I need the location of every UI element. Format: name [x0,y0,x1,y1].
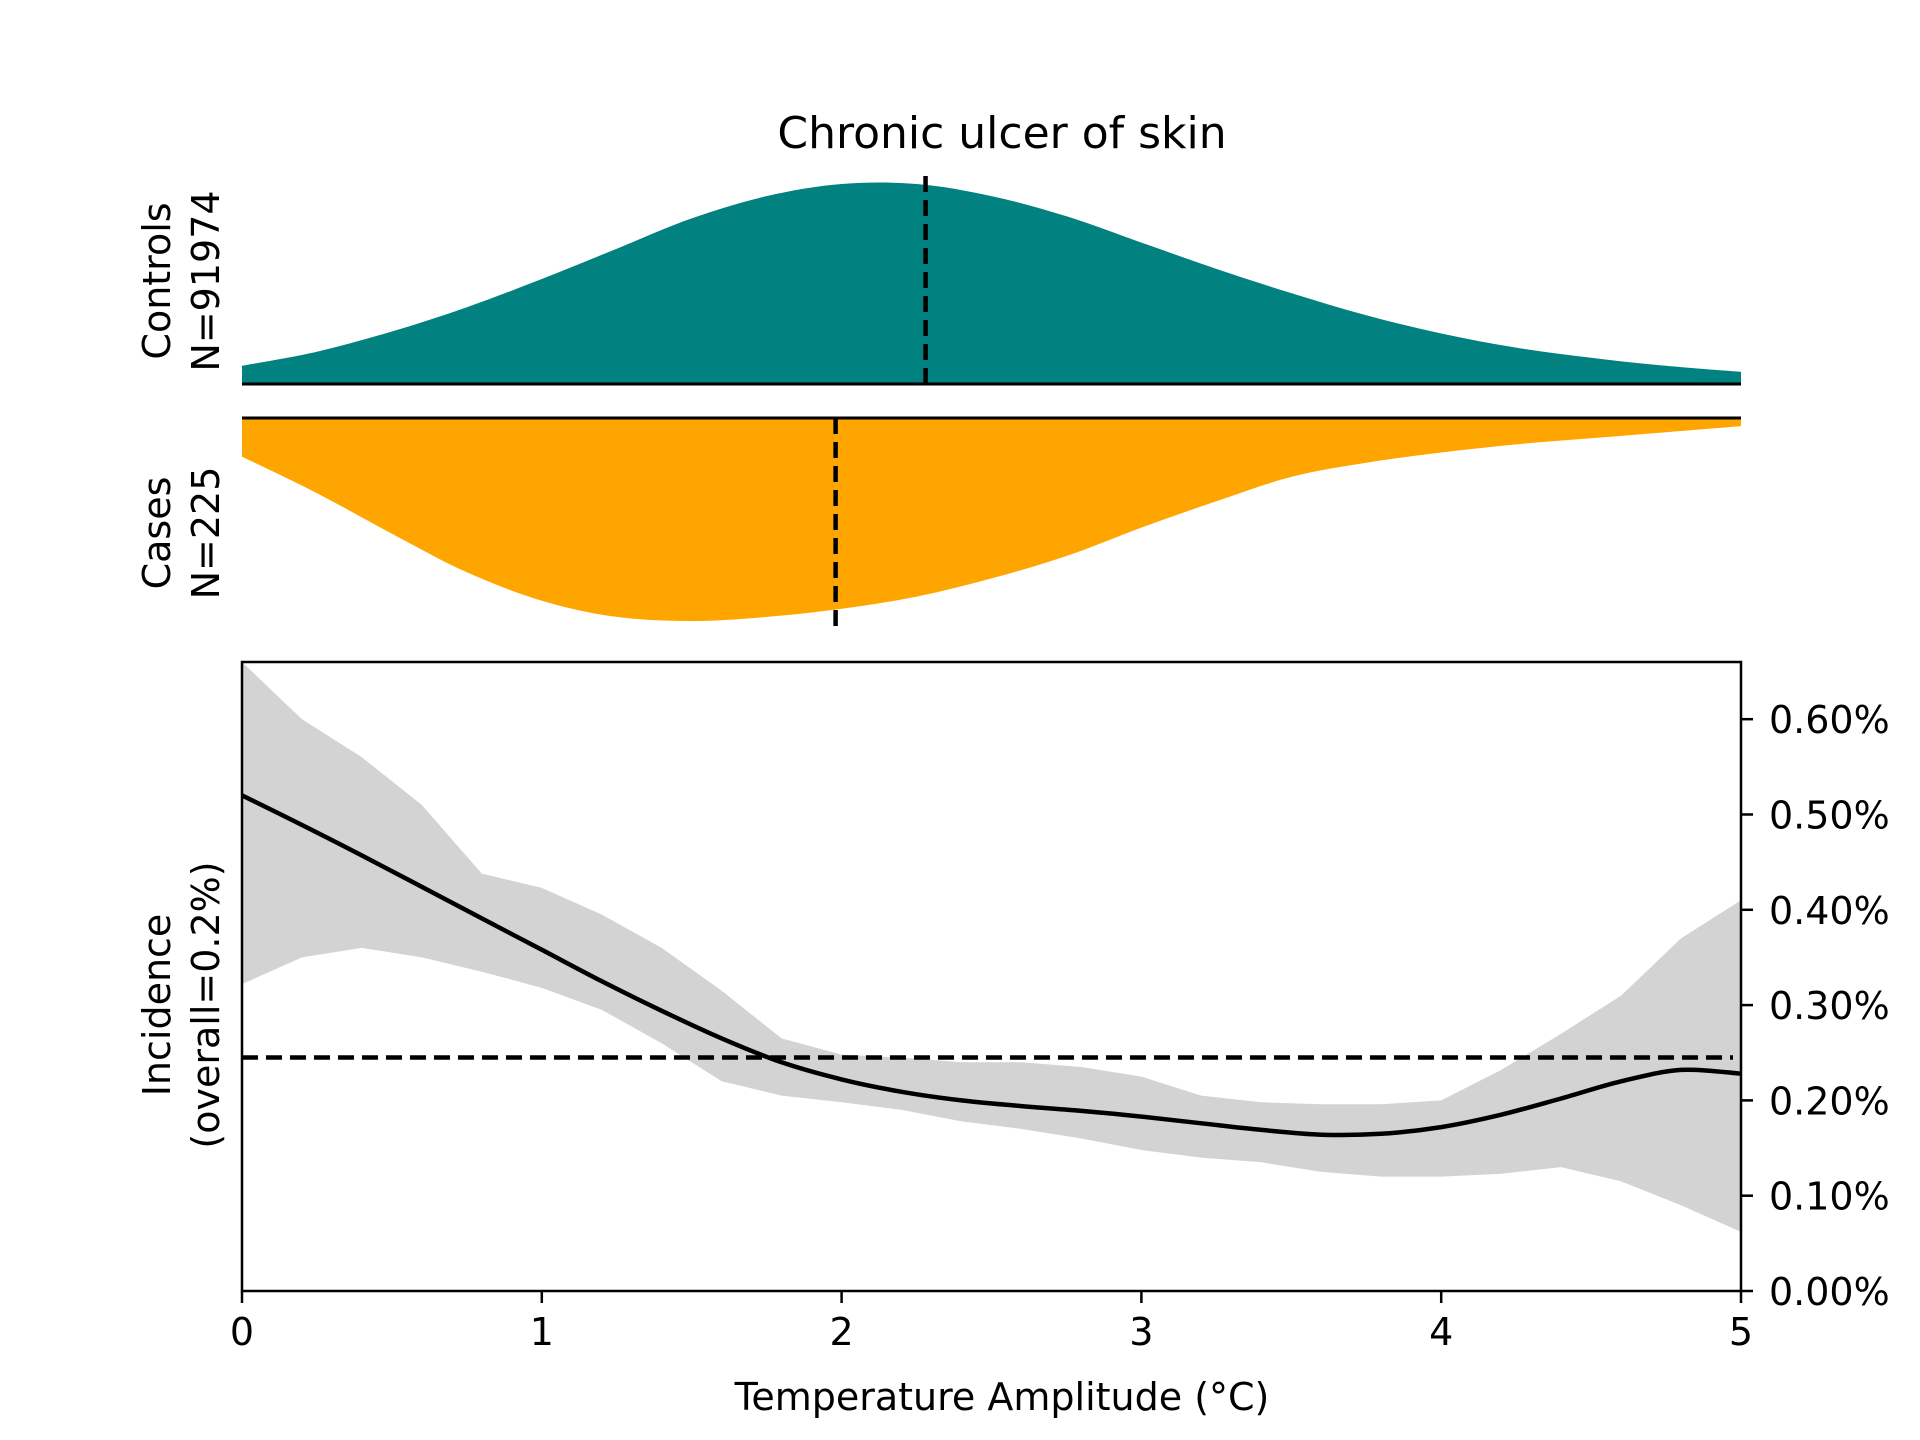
x-tick-label: 0 [230,1310,254,1354]
y-axis-label-sub: (overall=0.2%) [184,861,228,1148]
y-axis-label: Incidence [135,914,179,1097]
x-tick-label: 3 [1129,1310,1153,1354]
y-tick-label: 0.20% [1769,1079,1890,1123]
y-axis: 0.00% 0.10% 0.20% 0.30% 0.40% 0.50% 0.60% [1741,698,1890,1314]
cases-density-area [242,418,1741,621]
controls-panel: Controls N=91974 [135,174,1741,386]
cases-panel: Cases N=225 [135,416,1741,629]
y-tick-label: 0.40% [1769,889,1890,933]
cases-count: N=225 [184,467,228,600]
controls-density-area [242,182,1741,384]
incidence-curve [242,793,1741,1138]
incidence-panel: 0 1 2 3 4 5 0.00% 0.10% 0.20% 0.30% 0.40% 0.50% 0.6… [135,660,1890,1419]
controls-count: N=91974 [184,190,228,371]
x-tick-label: 4 [1429,1310,1453,1354]
y-tick-label: 0.00% [1769,1270,1890,1314]
y-tick-label: 0.60% [1769,698,1890,742]
x-axis-label: Temperature Amplitude (°C) [734,1375,1270,1419]
x-tick-label: 5 [1729,1310,1753,1354]
controls-label: Controls [135,202,179,359]
cases-label: Cases [135,477,179,590]
x-tick-label: 1 [530,1310,554,1354]
plot-frame [240,660,1743,1293]
x-axis: 0 1 2 3 4 5 [230,1291,1753,1354]
x-tick-label: 2 [830,1310,854,1354]
chart-title: Chronic ulcer of skin [777,108,1226,159]
y-tick-label: 0.50% [1769,793,1890,837]
confidence-band [242,662,1741,1232]
y-tick-label: 0.30% [1769,984,1890,1028]
y-tick-label: 0.10% [1769,1175,1890,1219]
